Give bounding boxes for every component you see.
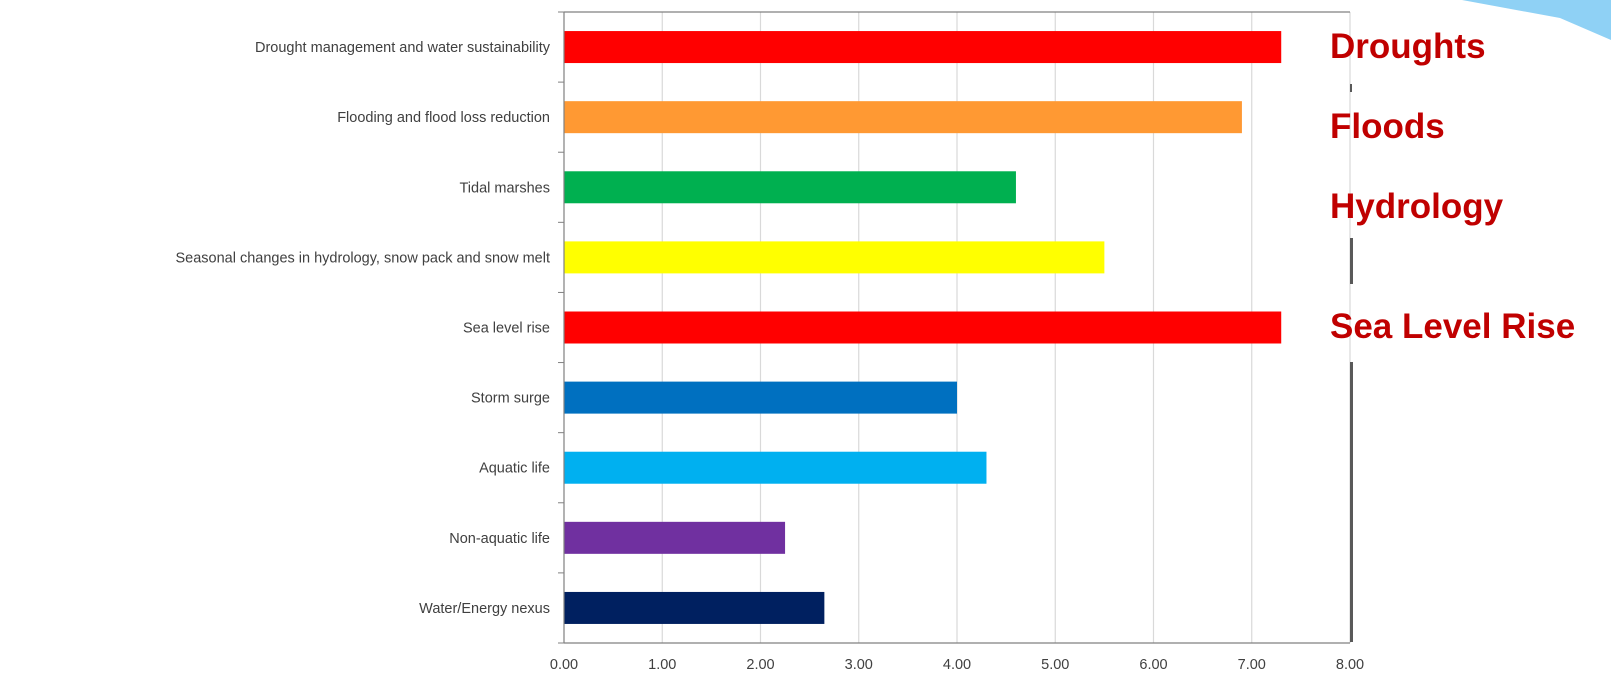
x-tick-label: 8.00: [1336, 657, 1364, 673]
bar-non-aquatic-life: [564, 521, 786, 554]
annotation-separator-1: [1350, 84, 1352, 92]
annotation-separator-2: [1350, 238, 1353, 284]
bar-sea-level-rise: [564, 311, 1282, 344]
x-tick-label: 7.00: [1238, 657, 1266, 673]
x-tick-label: 1.00: [648, 657, 676, 673]
annotation-droughts: Droughts: [1330, 27, 1486, 66]
bars: [564, 31, 1282, 624]
bar-aquatic-life: [564, 451, 987, 484]
bar-drought-management-and-water-sustainability: [564, 31, 1282, 64]
corner-arrow-decoration: [1400, 0, 1611, 40]
x-tick-label: 6.00: [1139, 657, 1167, 673]
category-label: Water/Energy nexus: [419, 601, 550, 617]
x-tick-label: 0.00: [550, 657, 578, 673]
category-label: Sea level rise: [463, 321, 550, 337]
x-tick-label: 3.00: [845, 657, 873, 673]
category-label: Drought management and water sustainabil…: [255, 40, 551, 56]
category-labels: Drought management and water sustainabil…: [175, 40, 550, 617]
annotation-hydrology: Hydrology: [1330, 187, 1504, 226]
x-tick-labels: 0.00 1.00 2.00 3.00 4.00 5.00 6.00 7.00 8.00: [550, 657, 1364, 673]
bar-seasonal-changes-in-hydrology-snow-pack-and-snow-melt: [564, 241, 1105, 274]
bar-tidal-marshes: [564, 171, 1016, 204]
annotation-separator-3: [1350, 362, 1353, 642]
bar-water-energy-nexus: [564, 591, 825, 624]
x-tick-label: 2.00: [746, 657, 774, 673]
bar-storm-surge: [564, 381, 957, 414]
annotation-sea-level-rise: Sea Level Rise: [1330, 307, 1575, 346]
category-label: Seasonal changes in hydrology, snow pack…: [175, 250, 550, 266]
category-label: Non-aquatic life: [449, 531, 550, 547]
x-tick-label: 5.00: [1041, 657, 1069, 673]
category-label: Flooding and flood loss reduction: [337, 110, 550, 126]
category-label: Storm surge: [471, 391, 550, 407]
annotations: Droughts Floods Hydrology Sea Level Rise: [1330, 27, 1575, 642]
category-label: Tidal marshes: [459, 180, 550, 196]
annotation-floods: Floods: [1330, 107, 1445, 146]
category-label: Aquatic life: [479, 461, 550, 477]
bar-flooding-and-flood-loss-reduction: [564, 101, 1242, 134]
axes: [558, 11, 1350, 644]
x-tick-label: 4.00: [943, 657, 971, 673]
